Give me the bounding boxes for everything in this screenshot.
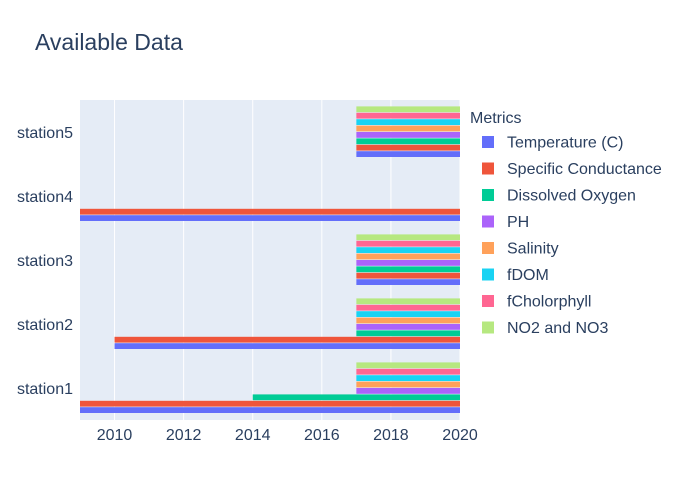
x-axis-ticks: 2010 2012 2014 2016 2018 2020 [97,427,478,444]
bar-station2-ph [356,324,460,330]
bar-station1-ph [356,388,460,394]
legend-label: Salinity [507,241,559,258]
y-tick-label: station3 [17,253,73,270]
bar-station5-ph [356,132,460,138]
bar-station5-specific-conductance [356,144,460,151]
legend-swatch [482,162,494,175]
chart-title: Available Data [35,29,183,55]
bar-station2-dissolved-oxygen [356,330,460,337]
legend: Metrics Temperature (C) Specific Conducta… [470,110,662,337]
legend-swatch [482,268,494,281]
bar-station2-specific-conductance [114,336,460,343]
bar-station3-no2-and-no3 [356,234,460,241]
legend-swatch [482,189,494,201]
legend-title: Metrics [470,110,522,127]
y-tick-label: station4 [17,189,73,206]
bar-station3-salinity [356,253,460,260]
legend-label: fDOM [507,267,549,284]
legend-swatch [482,242,494,254]
bar-station5-dissolved-oxygen [356,138,460,145]
y-tick-label: station1 [17,381,73,398]
legend-label: NO2 and NO3 [507,320,608,337]
bar-station3-ph [356,260,460,266]
x-tick-label: 2014 [235,427,271,444]
x-tick-label: 2012 [166,427,202,444]
bar-station5-salinity [356,125,460,132]
bar-station1-temperature-c- [80,407,460,413]
bar-station1-salinity [356,381,460,388]
legend-label: fCholorphyll [507,294,591,311]
bar-station1-no2-and-no3 [356,362,460,369]
bar-station2-no2-and-no3 [356,298,460,305]
x-tick-label: 2018 [373,427,409,444]
x-tick-label: 2016 [304,427,340,444]
bar-station3-specific-conductance [356,272,460,279]
bar-station3-fdom [356,247,460,253]
x-tick-label: 2020 [442,427,478,444]
bar-station3-dissolved-oxygen [356,266,460,273]
bar-station4-specific-conductance [80,208,460,215]
legend-label: Specific Conductance [507,161,662,178]
legend-label: Dissolved Oxygen [507,188,636,205]
legend-label: PH [507,214,529,231]
legend-swatch [482,295,494,307]
bar-station2-salinity [356,317,460,324]
y-tick-label: station2 [17,317,73,334]
bar-station1-fcholorphyll [356,368,460,375]
legend-swatch [482,136,494,148]
bar-station5-fdom [356,119,460,125]
y-axis-ticks: station1 station2 station3 station4 station5 [17,125,73,398]
bars [80,106,460,413]
legend-swatch [482,321,494,334]
bar-station3-fcholorphyll [356,240,460,247]
y-tick-label: station5 [17,125,73,142]
bar-station2-fcholorphyll [356,304,460,311]
bar-station5-temperature-c- [356,151,460,157]
legend-swatch [482,215,494,228]
bar-station1-fdom [356,375,460,381]
bar-station3-temperature-c- [356,279,460,285]
bar-station5-no2-and-no3 [356,106,460,113]
x-tick-label: 2010 [97,427,133,444]
bar-station1-specific-conductance [80,400,460,407]
bar-station5-fcholorphyll [356,112,460,119]
bar-station2-fdom [356,311,460,317]
bar-station1-dissolved-oxygen [252,394,460,401]
bar-station2-temperature-c- [114,343,460,349]
bar-station4-temperature-c- [80,215,460,221]
legend-label: Temperature (C) [507,135,623,152]
